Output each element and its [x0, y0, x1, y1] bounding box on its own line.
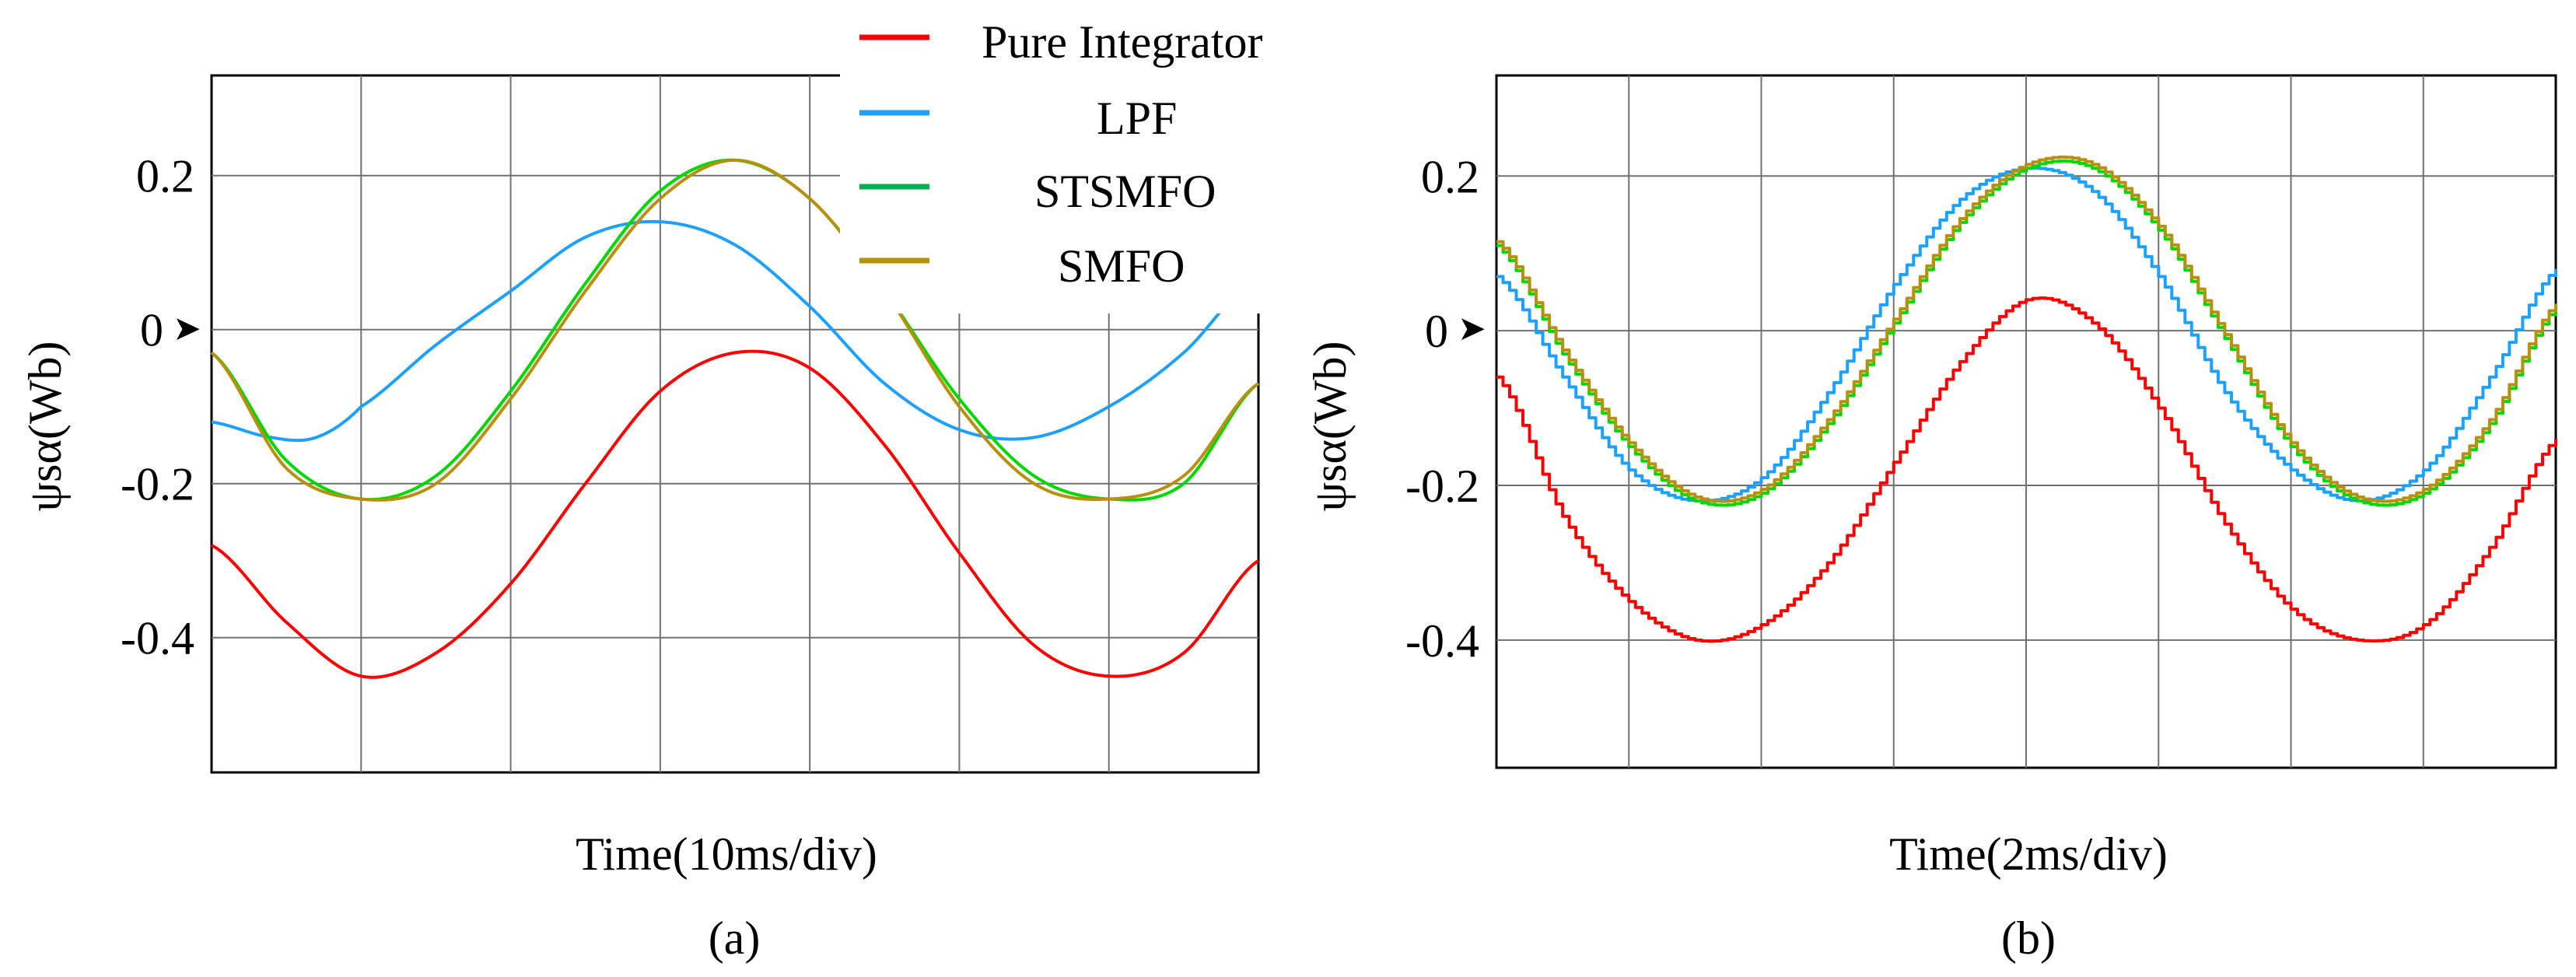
panel-b-y-axis-label: ψsα(Wb) [1304, 341, 1356, 512]
panel-a-y-tick-label: -0.4 [121, 613, 194, 664]
panel-b-series [1496, 156, 2557, 643]
panel-b-zero-marker: ➤ [1458, 310, 1486, 348]
panel-a-label: (a) [709, 912, 761, 964]
panel-b-y-tick-label: -0.2 [1405, 460, 1479, 512]
panel-a-series-lpf [211, 219, 1259, 443]
panel-b-series-pure-integrator [1496, 296, 2557, 643]
panel-b-series-smfo [1496, 156, 2557, 503]
panel-b-y-tick-label: 0.2 [1421, 151, 1479, 202]
legend-label-lpf: LPF [1097, 93, 1177, 144]
legend: Pure Integrator LPF STSMFO SMFO [840, 6, 1377, 313]
panel-a-y-tick-label: 0.2 [136, 151, 194, 202]
panel-b-x-axis-label: Time(2ms/div) [1889, 828, 2168, 880]
panel-a-y-tick-label: -0.2 [121, 459, 194, 510]
panel-a-y-ticks: 0.2 0 -0.2 -0.4 [121, 151, 194, 664]
panel-a-y-tick-label: 0 [140, 305, 163, 356]
panel-a-series-pure-integrator [210, 349, 1260, 679]
panel-b-chart: 0.2 0 -0.2 -0.4 ➤ ψsα(Wb) Time(2ms/div) (b) [1304, 74, 2557, 964]
panel-b-y-tick-label: 0 [1425, 306, 1448, 357]
panel-b-y-tick-label: -0.4 [1405, 615, 1479, 667]
panel-b-label: (b) [2001, 912, 2056, 964]
panel-a-zero-marker: ➤ [173, 310, 201, 348]
legend-label-pure-integrator: Pure Integrator [982, 16, 1263, 68]
legend-label-smfo: SMFO [1058, 240, 1185, 292]
panel-b-y-ticks: 0.2 0 -0.2 -0.4 [1405, 151, 1479, 667]
panel-a-series-smfo [210, 158, 1260, 502]
legend-label-stsmfo: STSMFO [1034, 166, 1216, 217]
panel-a-x-axis-label: Time(10ms/div) [576, 828, 877, 880]
panel-a-series [210, 158, 1260, 679]
panel-a-y-axis-label: ψsα(Wb) [19, 341, 71, 512]
